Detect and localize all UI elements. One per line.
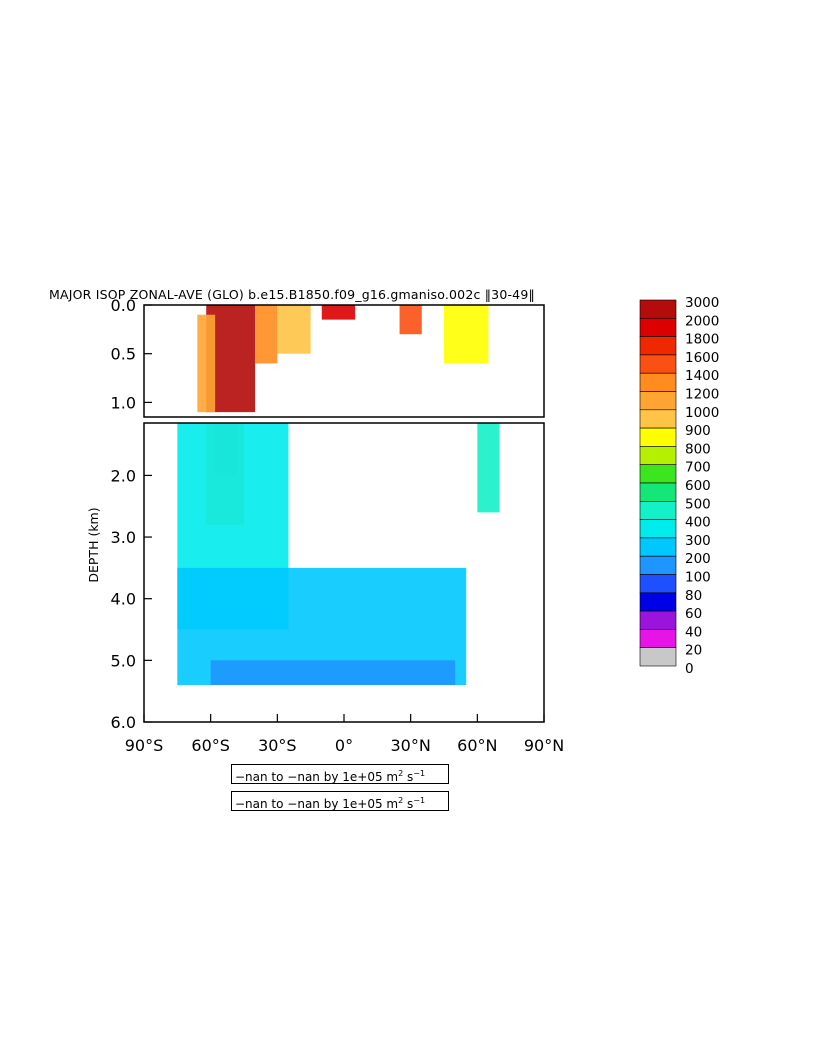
field-region [277,305,311,354]
colorbar-swatch [639,555,677,575]
colorbar-swatch [639,574,677,594]
colorbar-label: 800 [685,441,711,457]
colorbar-label: 20 [685,643,702,659]
colorbar-swatch [639,372,677,392]
lower-panel [177,423,500,686]
colorbar-swatch [639,409,677,429]
x-tick-label: 60°S [191,736,230,755]
colorbar-swatch [639,610,677,630]
colorbar-label: 1800 [685,332,719,348]
y-tick-label: 0.5 [111,345,136,364]
colorbar-label: 400 [685,515,711,531]
colorbar-swatch [639,500,677,520]
colorbar-swatch [639,354,677,374]
y-axis-upper: 0.0 0.5 1.0 [111,296,152,412]
colorbar-swatch [639,446,677,465]
upper-panel-frame [143,304,545,418]
colorbar-label: 0 [685,661,694,677]
upper-panel [197,305,489,413]
y-tick-label: 5.0 [111,651,136,670]
colorbar-label: 500 [685,496,711,512]
x-tick-label: 90°N [524,736,564,755]
y-tick-label: 3.0 [111,528,136,547]
colorbar-label: 300 [685,533,711,549]
colorbar-swatch [639,336,677,356]
y-tick-label: 4.0 [111,590,136,609]
colorbar-swatch [639,299,677,319]
y-tick-label: 6.0 [111,713,136,732]
x-tick-label: 0° [335,736,353,755]
colorbar-label: 40 [685,624,702,640]
colorbar-swatch [639,427,677,447]
colorbar-swatch [639,647,677,667]
colorbar-swatch [639,482,677,502]
chart-title: MAJOR ISOP ZONAL-AVE (GLO) b.e15.B1850.f… [49,287,535,302]
colorbar-label: 1000 [685,405,719,421]
colorbar-label: 200 [685,551,711,567]
y-axis-label: DEPTH (km) [86,507,101,582]
colorbar-swatch [639,537,677,557]
colorbar-label: 3000 [685,295,719,311]
field-region [399,305,422,335]
x-tick-label: 60°N [457,736,497,755]
colorbar-label: 2000 [685,313,719,329]
x-tick-label: 90°S [125,736,164,755]
x-tick-label: 30°S [258,736,297,755]
colorbar-swatch [639,464,677,484]
colorbar: 3000200018001600140012001000900800700600… [639,295,719,677]
colorbar-label: 100 [685,570,711,586]
contour-note-2: −nan to −nan by 1e+05 m2 s−1 [231,791,449,811]
y-tick-label: 0.0 [111,296,136,315]
colorbar-label: 80 [685,588,702,604]
y-tick-label: 1.0 [111,393,136,412]
colorbar-swatch [639,592,677,612]
field-region [210,660,456,686]
y-axis-lower: 2.0 3.0 4.0 5.0 6.0 [111,466,152,732]
colorbar-label: 700 [685,460,711,476]
x-tick-label: 30°N [391,736,431,755]
colorbar-label: 900 [685,423,711,439]
colorbar-label: 1600 [685,350,719,366]
colorbar-label: 1400 [685,368,719,384]
colorbar-label: 60 [685,606,702,622]
colorbar-swatch [639,519,677,539]
colorbar-swatch [639,391,677,411]
field-region [444,305,489,364]
colorbar-swatch [639,317,677,337]
field-region [255,305,278,364]
y-tick-label: 2.0 [111,466,136,485]
field-region [477,423,500,513]
field-region [197,314,216,413]
x-axis: 90°S 60°S 30°S 0° 30°N 60°N 90°N [125,714,564,755]
colorbar-label: 600 [685,478,711,494]
field-region [321,305,356,320]
contour-note-1: −nan to −nan by 1e+05 m2 s−1 [231,764,449,784]
colorbar-label: 1200 [685,387,719,403]
colorbar-swatch [639,629,677,649]
